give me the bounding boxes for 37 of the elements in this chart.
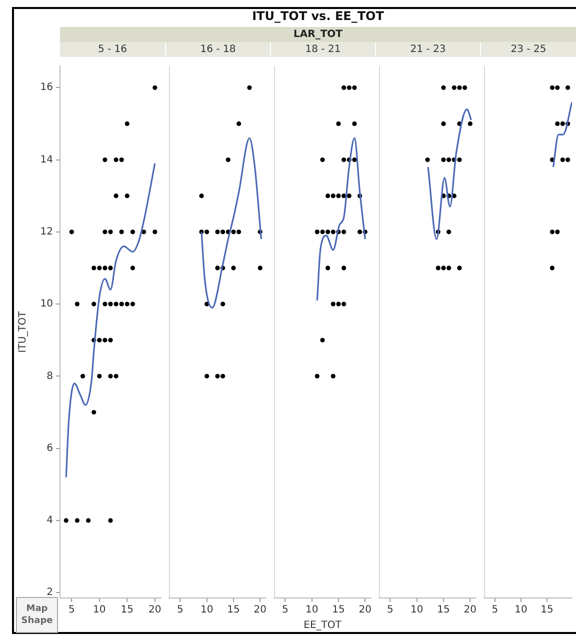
y-tick-label: 12 [40,226,53,238]
x-tick-label: 5 [282,604,288,616]
x-tick-label: 10 [93,604,106,616]
x-tick-label: 10 [200,604,214,616]
y-tick-label: 8 [46,370,53,382]
y-tick-label: 6 [46,442,53,454]
x-tick-label: 15 [540,604,554,616]
y-tick-label: 10 [40,298,53,310]
x-axis-title: EE_TOT [302,620,342,631]
y-tick-label: 2 [46,587,53,598]
y-tick-label: 4 [46,515,53,526]
chart-subtitle: 18 - 21 [270,42,375,57]
chart-subtitle: 5 - 16 [60,42,165,57]
x-tick-label: 20 [148,604,162,616]
chart-subtitle: 21 - 23 [375,42,480,57]
y-axis-title: ITU_TOT [18,310,29,353]
text: LAR_TOT [60,27,576,42]
x-tick-label: 15 [120,604,134,616]
x-tick-label: 20 [254,604,267,616]
x-tick-label: 10 [305,604,318,616]
x-tick-label: 5 [387,604,394,616]
x-tick-label: 5 [177,604,184,616]
chart-subtitle: 16 - 18 [165,42,270,57]
x-tick-label: 15 [332,604,345,616]
y-tick-label: 14 [40,154,53,166]
x-tick-label: 20 [464,604,477,616]
x-tick-label: 15 [227,604,240,616]
x-tick-label: 5 [68,604,75,616]
x-tick-label: 10 [410,604,424,616]
y-tick-label: 16 [40,82,53,94]
x-tick-label: 5 [492,604,498,616]
x-tick-label: 10 [514,604,528,616]
x-tick-label: 15 [437,604,450,616]
x-tick-label: 20 [358,604,372,616]
chart-subtitle: 23 - 25 [480,42,576,57]
map-shape-field: Map Shape [16,597,58,633]
chart-title: ITU_TOT vs. EE_TOT [251,9,385,23]
